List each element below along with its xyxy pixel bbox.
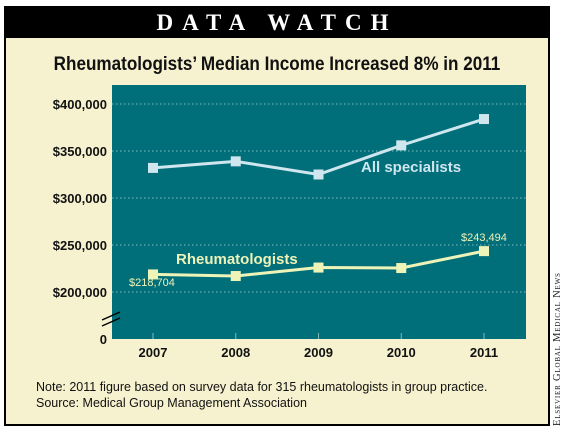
series-label-rheumatologists: Rheumatologists [176, 251, 298, 268]
series-label-all-specialists: All specialists [361, 159, 461, 176]
rheumatologists-point [230, 271, 241, 282]
all-specialists-point [479, 114, 489, 125]
y-tick-label: $350,000 [53, 144, 107, 159]
x-tick-label: 2010 [387, 345, 416, 360]
y-tick-label: $250,000 [53, 238, 107, 253]
all-specialists-point [230, 156, 241, 167]
footnote-source: Source: Medical Group Management Associa… [36, 396, 307, 410]
rheumatologists-point [148, 269, 158, 280]
all-specialists-point [313, 169, 324, 180]
data-label-2007: $218,704 [129, 277, 175, 289]
masthead: DATA WATCH [6, 8, 548, 38]
all-specialists-point [396, 140, 407, 151]
x-tick-label: 2007 [139, 345, 168, 360]
y-tick-label: $300,000 [53, 191, 107, 206]
chart-title: Rheumatologists’ Median Income Increased… [53, 54, 501, 75]
x-tick-label: 2011 [470, 345, 498, 360]
axis-break-mark [101, 317, 121, 327]
data-label-2011: $243,494 [461, 232, 507, 244]
y-tick-label: $200,000 [53, 285, 107, 300]
axis-break-mark [101, 311, 121, 321]
all-specialists-point [148, 162, 158, 173]
y-tick-label: 0 [100, 332, 107, 347]
plot-area [112, 85, 526, 339]
rheumatologists-point [313, 262, 324, 273]
y-tick-label: $400,000 [53, 97, 107, 112]
x-tick-label: 2008 [221, 345, 250, 360]
rheumatologists-point [479, 246, 489, 257]
x-tick-label: 2009 [304, 345, 333, 360]
rheumatologists-point [396, 263, 407, 274]
footnote-note: Note: 2011 figure based on survey data f… [36, 380, 488, 394]
footnote: Note: 2011 figure based on survey data f… [36, 379, 487, 411]
